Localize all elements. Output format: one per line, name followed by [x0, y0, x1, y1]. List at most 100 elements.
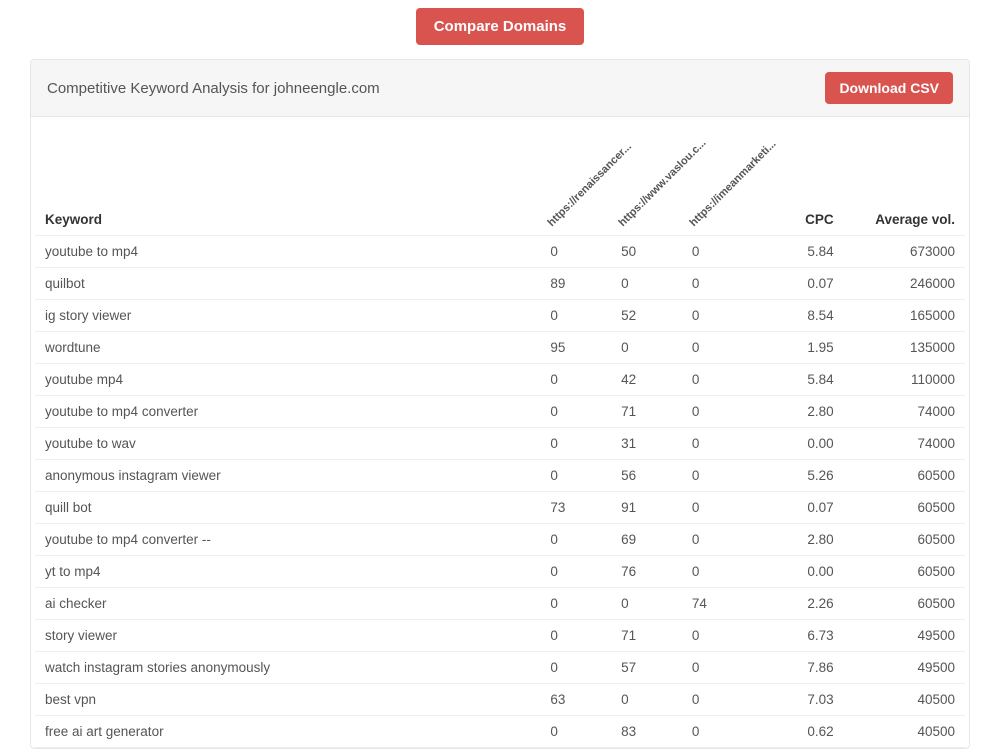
- table-row: best vpn63007.0340500: [35, 683, 965, 715]
- cell-avg-vol: 165000: [844, 299, 965, 331]
- cell-cpc: 2.26: [763, 587, 844, 619]
- table-row: quill bot739100.0760500: [35, 491, 965, 523]
- cell-avg-vol: 49500: [844, 651, 965, 683]
- cell-keyword: ai checker: [35, 587, 540, 619]
- col-keyword[interactable]: Keyword: [35, 117, 540, 235]
- panel-title: Competitive Keyword Analysis for johneen…: [47, 80, 380, 97]
- cell-domain-3: 74: [682, 587, 763, 619]
- cell-cpc: 0.00: [763, 427, 844, 459]
- cell-keyword: free ai art generator: [35, 715, 540, 747]
- col-domain-2[interactable]: https://www.vaslou.c...: [611, 117, 682, 235]
- cell-avg-vol: 60500: [844, 523, 965, 555]
- cell-cpc: 0.07: [763, 491, 844, 523]
- cell-domain-1: 0: [540, 299, 611, 331]
- cell-keyword: anonymous instagram viewer: [35, 459, 540, 491]
- col-domain-3[interactable]: https://imeanmarketi...: [682, 117, 763, 235]
- cell-domain-3: 0: [682, 331, 763, 363]
- table-row: free ai art generator08300.6240500: [35, 715, 965, 747]
- table-row: youtube to mp4 converter07102.8074000: [35, 395, 965, 427]
- cell-domain-1: 0: [540, 523, 611, 555]
- cell-keyword: wordtune: [35, 331, 540, 363]
- download-csv-button[interactable]: Download CSV: [825, 72, 953, 104]
- cell-domain-2: 69: [611, 523, 682, 555]
- cell-domain-3: 0: [682, 683, 763, 715]
- cell-domain-1: 0: [540, 459, 611, 491]
- cell-avg-vol: 40500: [844, 683, 965, 715]
- cell-domain-1: 95: [540, 331, 611, 363]
- cell-keyword: yt to mp4: [35, 555, 540, 587]
- cell-avg-vol: 74000: [844, 395, 965, 427]
- cell-domain-2: 42: [611, 363, 682, 395]
- cell-domain-2: 52: [611, 299, 682, 331]
- table-row: youtube mp404205.84110000: [35, 363, 965, 395]
- cell-avg-vol: 60500: [844, 459, 965, 491]
- analysis-panel: Competitive Keyword Analysis for johneen…: [30, 59, 970, 749]
- cell-domain-3: 0: [682, 523, 763, 555]
- cell-domain-3: 0: [682, 299, 763, 331]
- cell-domain-3: 0: [682, 459, 763, 491]
- cell-domain-2: 0: [611, 683, 682, 715]
- table-header-row: Keyword https://renaissancer... https://…: [35, 117, 965, 235]
- cell-cpc: 0.07: [763, 267, 844, 299]
- cell-domain-1: 63: [540, 683, 611, 715]
- col-avg-vol[interactable]: Average vol.: [844, 117, 965, 235]
- cell-keyword: story viewer: [35, 619, 540, 651]
- cell-cpc: 5.26: [763, 459, 844, 491]
- cell-domain-1: 89: [540, 267, 611, 299]
- table-row: anonymous instagram viewer05605.2660500: [35, 459, 965, 491]
- cell-avg-vol: 40500: [844, 715, 965, 747]
- cell-domain-2: 0: [611, 267, 682, 299]
- cell-keyword: quill bot: [35, 491, 540, 523]
- cell-avg-vol: 110000: [844, 363, 965, 395]
- cell-domain-3: 0: [682, 235, 763, 267]
- cell-avg-vol: 135000: [844, 331, 965, 363]
- cell-domain-1: 0: [540, 395, 611, 427]
- cell-domain-3: 0: [682, 267, 763, 299]
- cell-domain-1: 0: [540, 555, 611, 587]
- cell-avg-vol: 60500: [844, 491, 965, 523]
- cell-domain-3: 0: [682, 427, 763, 459]
- cell-domain-1: 73: [540, 491, 611, 523]
- cell-domain-1: 0: [540, 235, 611, 267]
- col-cpc[interactable]: CPC: [763, 117, 844, 235]
- compare-domains-button[interactable]: Compare Domains: [416, 8, 585, 45]
- cell-domain-2: 0: [611, 331, 682, 363]
- cell-domain-2: 50: [611, 235, 682, 267]
- cell-domain-2: 57: [611, 651, 682, 683]
- cell-domain-2: 83: [611, 715, 682, 747]
- table-row: youtube to wav03100.0074000: [35, 427, 965, 459]
- cell-domain-1: 0: [540, 715, 611, 747]
- cell-cpc: 0.62: [763, 715, 844, 747]
- cell-avg-vol: 246000: [844, 267, 965, 299]
- col-domain-1[interactable]: https://renaissancer...: [540, 117, 611, 235]
- cell-domain-3: 0: [682, 363, 763, 395]
- table-row: yt to mp407600.0060500: [35, 555, 965, 587]
- cell-domain-2: 56: [611, 459, 682, 491]
- table-row: watch instagram stories anonymously05707…: [35, 651, 965, 683]
- cell-cpc: 2.80: [763, 395, 844, 427]
- table-row: youtube to mp4 converter --06902.8060500: [35, 523, 965, 555]
- cell-keyword: youtube to mp4: [35, 235, 540, 267]
- cell-cpc: 0.00: [763, 555, 844, 587]
- table-row: quilbot89000.07246000: [35, 267, 965, 299]
- keyword-table: Keyword https://renaissancer... https://…: [35, 117, 965, 748]
- cell-domain-1: 0: [540, 427, 611, 459]
- cell-domain-1: 0: [540, 363, 611, 395]
- cell-domain-2: 76: [611, 555, 682, 587]
- table-row: wordtune95001.95135000: [35, 331, 965, 363]
- table-row: story viewer07106.7349500: [35, 619, 965, 651]
- cell-avg-vol: 74000: [844, 427, 965, 459]
- cell-domain-3: 0: [682, 619, 763, 651]
- cell-avg-vol: 49500: [844, 619, 965, 651]
- cell-domain-1: 0: [540, 651, 611, 683]
- cell-domain-1: 0: [540, 587, 611, 619]
- cell-cpc: 7.86: [763, 651, 844, 683]
- cell-keyword: watch instagram stories anonymously: [35, 651, 540, 683]
- cell-keyword: quilbot: [35, 267, 540, 299]
- cell-domain-2: 71: [611, 395, 682, 427]
- cell-avg-vol: 60500: [844, 587, 965, 619]
- cell-cpc: 5.84: [763, 235, 844, 267]
- cell-cpc: 8.54: [763, 299, 844, 331]
- cell-keyword: youtube to wav: [35, 427, 540, 459]
- panel-header: Competitive Keyword Analysis for johneen…: [31, 60, 969, 117]
